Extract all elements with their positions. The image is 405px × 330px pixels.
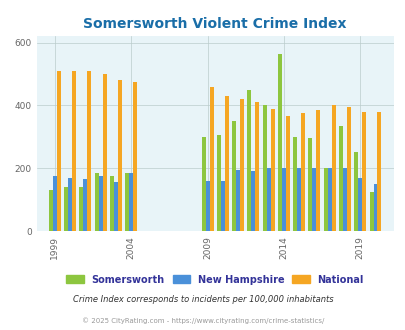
Bar <box>292 137 296 231</box>
Bar <box>224 96 228 231</box>
Bar <box>83 179 87 231</box>
Bar <box>361 112 365 231</box>
Bar <box>296 168 301 231</box>
Bar <box>57 71 61 231</box>
Bar <box>266 168 270 231</box>
Bar <box>64 187 68 231</box>
Bar <box>338 126 342 231</box>
Bar <box>117 80 121 231</box>
Bar <box>301 113 305 231</box>
Title: Somersworth Violent Crime Index: Somersworth Violent Crime Index <box>83 17 346 31</box>
Bar <box>79 187 83 231</box>
Bar <box>205 181 209 231</box>
Bar <box>220 181 224 231</box>
Bar <box>209 86 213 231</box>
Bar <box>270 109 274 231</box>
Bar <box>327 168 331 231</box>
Bar <box>354 152 357 231</box>
Bar <box>323 168 327 231</box>
Bar <box>251 171 255 231</box>
Bar <box>68 178 72 231</box>
Bar <box>255 102 259 231</box>
Bar <box>110 176 114 231</box>
Bar <box>308 138 312 231</box>
Bar <box>216 135 220 231</box>
Bar <box>87 71 91 231</box>
Bar <box>236 170 239 231</box>
Bar <box>373 184 377 231</box>
Bar <box>125 173 129 231</box>
Bar <box>346 107 350 231</box>
Bar <box>98 176 102 231</box>
Bar <box>342 168 346 231</box>
Bar <box>72 71 76 231</box>
Bar <box>285 116 289 231</box>
Bar <box>312 168 315 231</box>
Bar <box>277 53 281 231</box>
Bar <box>129 173 133 231</box>
Bar <box>102 74 107 231</box>
Bar <box>133 82 137 231</box>
Text: © 2025 CityRating.com - https://www.cityrating.com/crime-statistics/: © 2025 CityRating.com - https://www.city… <box>82 318 323 324</box>
Bar <box>281 168 285 231</box>
Bar <box>53 176 57 231</box>
Bar <box>357 178 361 231</box>
Bar <box>377 112 381 231</box>
Bar <box>247 90 251 231</box>
Bar <box>315 110 320 231</box>
Bar <box>49 190 53 231</box>
Bar <box>239 99 243 231</box>
Bar <box>114 182 117 231</box>
Bar <box>369 192 373 231</box>
Bar <box>331 105 335 231</box>
Legend: Somersworth, New Hampshire, National: Somersworth, New Hampshire, National <box>62 271 367 289</box>
Bar <box>201 137 205 231</box>
Bar <box>94 173 98 231</box>
Bar <box>262 105 266 231</box>
Bar <box>232 121 236 231</box>
Text: Crime Index corresponds to incidents per 100,000 inhabitants: Crime Index corresponds to incidents per… <box>72 295 333 304</box>
